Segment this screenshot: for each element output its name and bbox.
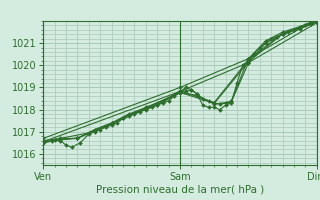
X-axis label: Pression niveau de la mer( hPa ): Pression niveau de la mer( hPa ) xyxy=(96,185,264,195)
